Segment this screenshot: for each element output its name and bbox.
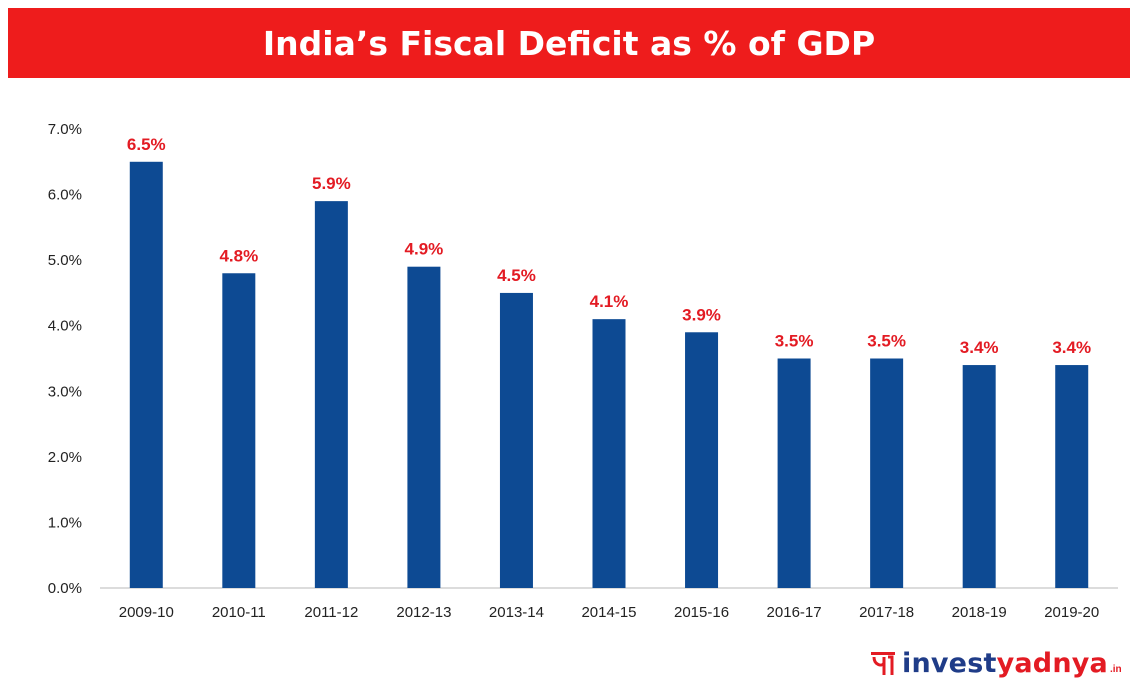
x-tick-label: 2015-16 (674, 604, 729, 621)
y-tick-label: 1.0% (48, 514, 82, 531)
x-tick-label: 2013-14 (489, 604, 544, 621)
y-tick-label: 5.0% (48, 252, 82, 269)
bar (777, 358, 811, 588)
bar (314, 201, 348, 588)
bar (870, 358, 904, 588)
x-tick-label: 2017-18 (859, 604, 914, 621)
x-tick-label: 2018-19 (952, 604, 1007, 621)
x-tick-label: 2014-15 (581, 604, 636, 621)
x-tick-label: 2011-12 (304, 604, 358, 621)
bar (222, 273, 256, 588)
data-label: 3.9% (682, 305, 721, 324)
bar (685, 332, 719, 588)
logo-text-yadnya: yadnya (996, 647, 1108, 679)
bar (592, 319, 626, 588)
data-label: 4.8% (219, 246, 258, 265)
investyadnya-logo: investyadnya .in (870, 646, 1122, 680)
x-tick-label: 2009-10 (119, 604, 174, 621)
y-tick-label: 6.0% (48, 187, 82, 204)
bar (407, 266, 441, 588)
bar (499, 292, 533, 588)
chart-title-banner: India’s Fiscal Deficit as % of GDP (8, 8, 1130, 78)
data-label: 3.5% (775, 332, 814, 351)
data-label: 3.5% (867, 332, 906, 351)
y-tick-label: 4.0% (48, 318, 82, 335)
x-tick-label: 2016-17 (767, 604, 822, 621)
data-label: 4.5% (497, 266, 536, 285)
bar (129, 161, 163, 589)
logo-text-invest: invest (902, 647, 997, 679)
y-tick-label: 2.0% (48, 449, 82, 466)
chart-title: India’s Fiscal Deficit as % of GDP (262, 23, 876, 63)
bar (962, 365, 996, 588)
data-label: 4.1% (590, 292, 629, 311)
investyadnya-logo-icon (871, 652, 895, 675)
bar (1055, 365, 1089, 588)
data-label: 4.9% (405, 240, 444, 259)
y-tick-label: 7.0% (48, 121, 82, 138)
x-tick-label: 2010-11 (212, 604, 266, 621)
data-label: 5.9% (312, 174, 351, 193)
data-label: 3.4% (960, 338, 999, 357)
y-tick-label: 0.0% (48, 580, 82, 597)
data-label: 3.4% (1052, 338, 1091, 357)
x-tick-label: 2012-13 (396, 604, 451, 621)
data-label: 6.5% (127, 135, 166, 154)
x-tick-label: 2019-20 (1044, 604, 1099, 621)
logo-suffix: .in (1109, 664, 1122, 675)
y-tick-label: 3.0% (48, 383, 82, 400)
